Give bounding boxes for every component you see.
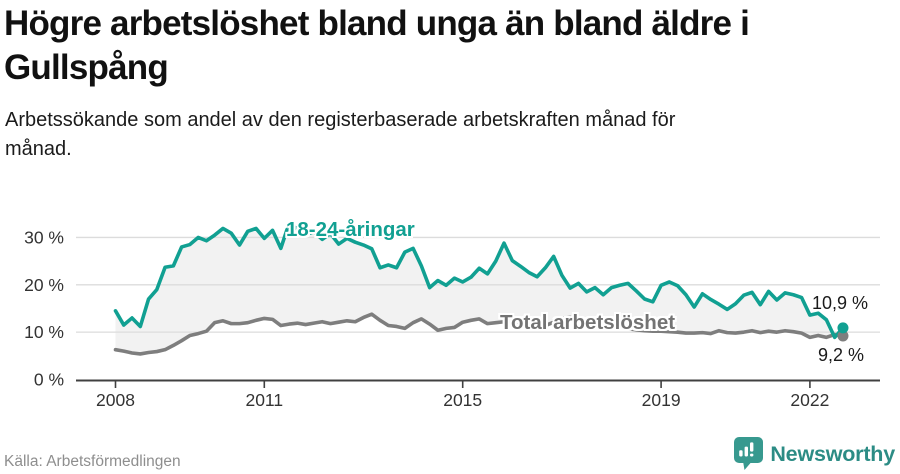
bar-chart-speech-bubble-icon (734, 437, 764, 470)
logo-exclamation-dot (750, 453, 754, 457)
series-end-dot-total (837, 330, 849, 342)
series-label-total: Total arbetslöshet (500, 311, 676, 334)
logo-bar-tall-exclamation (750, 442, 754, 452)
logo-bubble-shape (734, 437, 764, 470)
series-line-total (113, 312, 845, 356)
x-tick-label: 2011 (245, 390, 283, 410)
chart-subtitle: Arbetssökande som andel av den registerb… (5, 106, 845, 164)
series-line-youth (113, 221, 845, 340)
subtitle-line-2: månad. (5, 138, 72, 160)
x-tick-label: 2015 (443, 390, 482, 410)
x-tick-label: 2008 (96, 390, 135, 410)
subtitle-line-1: Arbetssökande som andel av den registerb… (5, 109, 676, 131)
fill-between-area (115, 223, 843, 354)
x-tick-label: 2022 (790, 390, 829, 410)
y-tick-label: 30 % (24, 227, 64, 247)
title-line-1: Högre arbetslöshet bland unga än bland ä… (4, 4, 750, 43)
y-tick-label: 0 % (34, 370, 64, 390)
end-value-label-youth: 10,9 % (812, 293, 869, 313)
page-title: Högre arbetslöshet bland unga än bland ä… (4, 2, 896, 90)
logo-bar-medium (744, 446, 749, 457)
newsworthy-logo: Newsworthy (734, 437, 895, 471)
y-tick-label: 10 % (24, 322, 64, 342)
y-tick-label: 20 % (24, 275, 64, 295)
series-label-youth: 18-24-åringar (286, 218, 415, 241)
source-attribution: Källa: Arbetsförmedlingen (4, 453, 181, 470)
logo-bar-short (739, 450, 743, 457)
brand-name: Newsworthy (770, 441, 895, 466)
end-value-label-total: 9,2 % (818, 345, 865, 365)
title-line-2: Gullspång (4, 48, 169, 87)
x-tick-label: 2019 (642, 390, 681, 410)
series-end-dot-youth (837, 322, 849, 334)
